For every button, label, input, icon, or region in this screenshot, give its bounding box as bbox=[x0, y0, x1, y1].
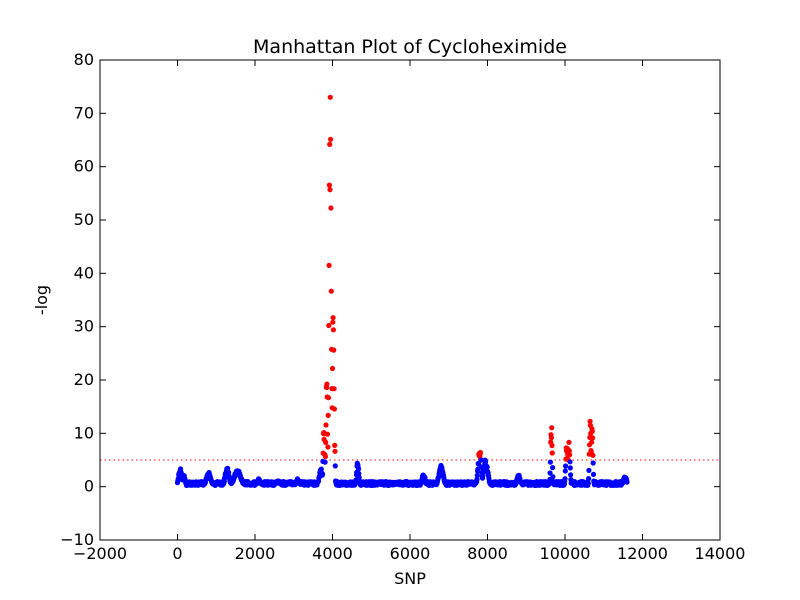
data-point bbox=[590, 435, 596, 441]
data-point bbox=[548, 435, 555, 441]
data-point bbox=[324, 431, 331, 437]
data-point bbox=[562, 468, 568, 474]
data-point bbox=[330, 327, 336, 333]
data-point bbox=[550, 474, 556, 480]
data-point bbox=[562, 476, 568, 482]
data-point bbox=[326, 322, 332, 329]
data-point bbox=[331, 386, 337, 392]
data-point bbox=[355, 466, 362, 472]
data-point bbox=[326, 182, 332, 188]
data-point bbox=[478, 457, 484, 463]
data-point bbox=[318, 466, 324, 472]
data-point bbox=[567, 452, 573, 458]
data-points bbox=[174, 94, 630, 488]
data-point bbox=[566, 439, 572, 445]
data-point bbox=[323, 422, 329, 428]
data-point bbox=[547, 459, 554, 465]
y-tick-label: 20 bbox=[74, 370, 94, 389]
x-tick-label: 4000 bbox=[312, 544, 353, 563]
data-point bbox=[568, 472, 574, 478]
data-point bbox=[589, 428, 595, 434]
y-tick-label: 70 bbox=[74, 103, 94, 122]
y-tick-label: −10 bbox=[60, 530, 94, 549]
data-point bbox=[328, 136, 334, 142]
data-point bbox=[566, 448, 572, 454]
data-point bbox=[587, 418, 593, 424]
data-point bbox=[590, 452, 596, 458]
data-point bbox=[332, 463, 338, 469]
data-point bbox=[474, 472, 480, 478]
y-tick-label: 40 bbox=[74, 263, 94, 282]
data-point bbox=[323, 439, 329, 445]
data-point bbox=[586, 467, 592, 473]
x-tick-label: 12000 bbox=[617, 544, 668, 563]
data-point bbox=[327, 94, 333, 100]
x-tick-label: −2000 bbox=[73, 544, 127, 563]
y-tick-label: 30 bbox=[74, 317, 94, 336]
y-tick-label: 0 bbox=[84, 477, 94, 496]
x-axis-title: SNP bbox=[394, 569, 426, 588]
x-tick-label: 6000 bbox=[390, 544, 431, 563]
data-point bbox=[325, 444, 331, 450]
data-point bbox=[320, 471, 326, 477]
data-point bbox=[327, 141, 333, 147]
data-point bbox=[328, 205, 334, 211]
y-tick-label: 60 bbox=[74, 157, 94, 176]
x-tick-label: 14000 bbox=[695, 544, 746, 563]
x-tick-label: 8000 bbox=[467, 544, 508, 563]
data-point bbox=[474, 476, 480, 482]
data-point bbox=[324, 381, 330, 387]
data-point bbox=[331, 406, 337, 412]
data-point bbox=[328, 288, 334, 294]
data-point bbox=[586, 476, 592, 482]
axes: −2000 0 2000 4000 6000 8000 10000 12000 14000 −10… bbox=[60, 50, 745, 563]
data-point bbox=[330, 315, 336, 321]
x-tick-label: 2000 bbox=[235, 544, 276, 563]
y-axis-title: -log bbox=[32, 285, 51, 315]
y-tick-label: 50 bbox=[74, 210, 94, 229]
data-point bbox=[325, 395, 332, 401]
data-point bbox=[589, 439, 595, 445]
data-point bbox=[330, 319, 336, 325]
data-point bbox=[326, 262, 332, 268]
chart-title: Manhattan Plot of Cycloheximide bbox=[253, 36, 567, 58]
data-point bbox=[624, 479, 630, 485]
data-point bbox=[567, 459, 573, 465]
data-point bbox=[332, 448, 338, 454]
data-point bbox=[585, 480, 591, 486]
x-tick-label: 0 bbox=[172, 544, 182, 563]
y-tick-label: 80 bbox=[74, 50, 94, 69]
data-point bbox=[563, 463, 569, 469]
data-point bbox=[549, 442, 555, 449]
data-point bbox=[567, 465, 573, 471]
y-tick-label: 10 bbox=[74, 423, 94, 442]
data-point bbox=[590, 460, 596, 466]
x-tick-label: 10000 bbox=[540, 544, 591, 563]
data-point bbox=[550, 465, 556, 471]
data-point bbox=[547, 470, 553, 476]
data-point bbox=[325, 412, 331, 418]
data-point bbox=[322, 453, 328, 460]
data-point bbox=[331, 347, 337, 353]
data-point bbox=[322, 459, 328, 465]
data-point bbox=[549, 425, 555, 431]
data-point bbox=[477, 449, 483, 456]
data-point bbox=[329, 365, 336, 372]
data-point bbox=[484, 464, 490, 470]
data-point bbox=[327, 187, 333, 193]
data-point bbox=[549, 450, 555, 456]
data-point bbox=[590, 471, 597, 477]
data-point bbox=[332, 442, 338, 448]
